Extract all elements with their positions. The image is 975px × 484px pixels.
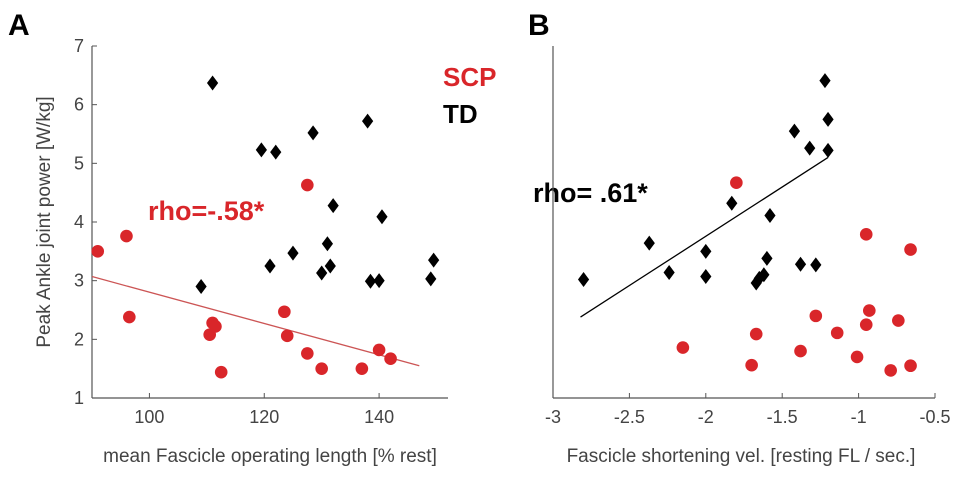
panel-b-scp-point (745, 358, 758, 372)
panel-a-y-tick-label: 4 (74, 212, 84, 232)
panel-b-td-point (819, 73, 831, 89)
panel-b-x-tick-label: -0.5 (919, 407, 950, 427)
panel-b-td-point (822, 111, 834, 127)
panel-b-x-axis-label: Fascicle shortening vel. [resting FL / s… (567, 446, 916, 467)
panel-b-x-tick-label: -1.5 (767, 407, 798, 427)
panel-b-td-point (761, 250, 773, 266)
panel-a-y-tick-label: 2 (74, 329, 84, 349)
panel-a-y-axis-label: Peak Ankle joint power [W/kg] (34, 96, 55, 347)
panel-a-x-tick-label: 100 (134, 407, 164, 427)
panel-a-x-tick-label: 140 (364, 407, 394, 427)
panel-a-td-point (307, 125, 319, 141)
panel-a-scp-point (209, 320, 222, 333)
panel-a-regression-line (91, 275, 420, 367)
panel-b-scp-point (749, 327, 763, 341)
panel-a-td-point (316, 265, 328, 281)
panel-a-rho-annotation: rho=-.58* (148, 196, 265, 226)
panel-a-td-point (425, 271, 437, 287)
panel-a-td-point (428, 252, 440, 268)
panel-a-td-point (255, 142, 267, 158)
panel-b-td-point (663, 264, 675, 280)
panel-a-y-tick-label: 6 (74, 95, 84, 115)
panel-b-scp-point (730, 176, 743, 189)
panel-a-td-point (287, 245, 299, 261)
panel-b-letter: B (528, 9, 550, 42)
panel-a-scp-point (301, 347, 314, 360)
panel-a-td-point (327, 198, 339, 214)
panel-a-y-tick-label: 1 (74, 388, 84, 408)
panel-a-td-point (270, 144, 282, 160)
panel-a-x-axis-label: mean Fascicle operating length [% rest] (103, 446, 437, 467)
panel-b-scp-point (862, 304, 876, 317)
panel-b-td-point (788, 123, 801, 139)
panel-b-x-tick-label: -2 (698, 407, 714, 427)
panel-b-td-point (700, 269, 712, 285)
panel-a-y-tick-label: 7 (74, 36, 84, 56)
panel-b-scp-point (859, 228, 873, 241)
panel-a-td-point (373, 273, 385, 289)
panel-a-scp-point (120, 229, 133, 243)
panel-b-td-point (804, 140, 816, 156)
panel-b-td-point (810, 257, 822, 273)
panel-a-scp-point (301, 178, 314, 192)
panel-a-td-point (362, 113, 374, 129)
panel-b-scp-point (830, 326, 844, 340)
panel-a-td-point (324, 258, 336, 274)
panel-b-td-point (643, 235, 655, 251)
panel-b-scp-point (884, 364, 897, 377)
panel-a-scp-point (315, 362, 328, 375)
legend-td-label: TD (443, 99, 478, 129)
panel-a-y-tick-label: 5 (74, 153, 84, 173)
panel-a-td-point (376, 209, 388, 225)
panel-a-td-point (195, 279, 207, 295)
panel-b-regression-line (580, 156, 829, 318)
panel-a-scp-point (355, 362, 369, 375)
panel-b-scp-point (850, 350, 864, 364)
panel-a-scp-point (91, 245, 105, 258)
panel-b-scp-point (859, 318, 873, 331)
panel-b-scp-point (904, 359, 917, 373)
panel-b-rho-annotation: rho= .61* (533, 178, 648, 208)
panel-a-td-point (321, 236, 334, 252)
panel-b-x-tick-label: -2.5 (614, 407, 645, 427)
panel-b-td-point (700, 243, 712, 259)
panel-a-td-point (364, 273, 377, 289)
panel-b-td-point (758, 267, 770, 283)
panel-a-scp-point (278, 305, 291, 319)
panel-a-scp-point (384, 352, 397, 365)
panel-a-scp-point (123, 310, 136, 324)
panel-b-scp-point (892, 314, 905, 327)
panel-b-td-point (822, 142, 834, 158)
panel-a-td-point (206, 75, 219, 91)
panel-a-x-tick-label: 120 (249, 407, 279, 427)
panel-a-letter: A (8, 9, 30, 42)
panel-b-td-point (726, 195, 738, 211)
panel-a-scp-point (214, 365, 228, 379)
panel-b-scp-point (809, 309, 823, 323)
panel-a-scp-point (280, 329, 294, 343)
panel-b-td-point (577, 271, 590, 287)
panel-a-td-point (264, 258, 276, 274)
panel-b-scp-point (676, 341, 690, 354)
panel-b-td-point (794, 256, 807, 272)
panel-b-scp-point (904, 243, 917, 256)
panel-b-td-point (764, 208, 776, 224)
legend-scp-label: SCP (443, 62, 496, 92)
panel-a-y-tick-label: 3 (74, 271, 84, 291)
panel-b-x-tick-label: -3 (545, 407, 561, 427)
panel-b-x-tick-label: -1 (851, 407, 867, 427)
panel-a-scp-point (372, 343, 386, 357)
panel-b-scp-point (794, 344, 807, 358)
plot-layer: 1 2 3 4 5 6 7 100 120 140 -3 -2.5 -2 -1.5 -1 -0.5 (74, 36, 951, 427)
